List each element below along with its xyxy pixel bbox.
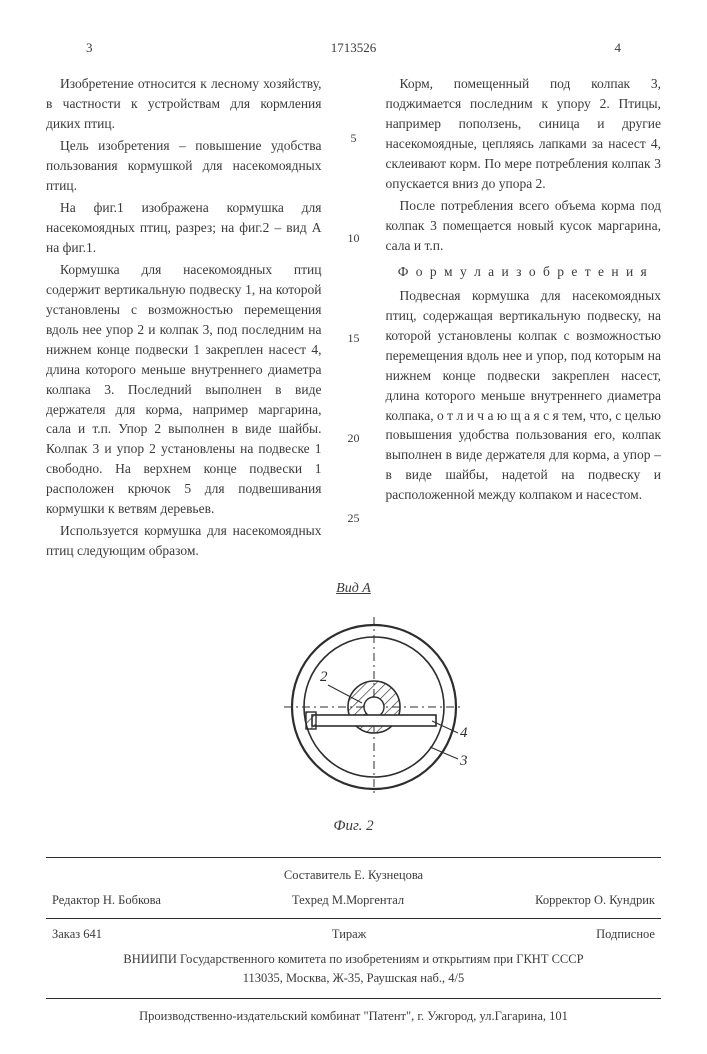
footer: Производственно-издательский комбинат "П… <box>46 1009 661 1024</box>
document-number: 1713526 <box>46 40 661 56</box>
line-number: 20 <box>344 430 364 448</box>
paragraph: После потребления всего объема корма под… <box>386 196 662 256</box>
page-number-right: 4 <box>615 40 622 56</box>
credits-corrector: Корректор О. Кундрик <box>535 893 655 908</box>
sign: Подписное <box>596 927 655 942</box>
column-right: Корм, помещенный под колпак 3, поджимает… <box>386 74 662 563</box>
paragraph: Цель изобретения – повышение удобства по… <box>46 136 322 196</box>
credits-tech: Техред М.Моргентал <box>292 893 404 908</box>
credits-composer: Составитель Е. Кузнецова <box>46 866 661 885</box>
paragraph: Кормушка для насекомоядных птиц содержит… <box>46 260 322 520</box>
figure-diagram: 2 4 3 <box>234 607 474 807</box>
figure-callout-2: 2 <box>320 669 328 685</box>
page: 3 4 1713526 Изобретение относится к лесн… <box>0 0 707 1054</box>
divider <box>46 998 661 999</box>
line-number: 5 <box>344 130 364 148</box>
claims-title: Ф о р м у л а и з о б р е т е н и я <box>386 262 662 282</box>
figure-callout-3: 3 <box>459 753 468 769</box>
credits-editor: Редактор Н. Бобкова <box>52 893 161 908</box>
line-number: 15 <box>344 330 364 348</box>
tirage: Тираж <box>332 927 366 942</box>
order-number: Заказ 641 <box>52 927 102 942</box>
org-name: ВНИИПИ Государственного комитета по изоб… <box>123 952 583 966</box>
paragraph: Подвесная кормушка для насекомоядных пти… <box>386 286 662 506</box>
credits-row: Редактор Н. Бобкова Техред М.Моргентал К… <box>46 893 661 908</box>
org-address: 113035, Москва, Ж-35, Раушская наб., 4/5 <box>243 971 464 985</box>
line-number: 10 <box>344 230 364 248</box>
figure-caption: Фиг. 2 <box>46 818 661 835</box>
text-columns: Изобретение относится к лесному хозяйств… <box>46 74 661 563</box>
paragraph: Корм, помещенный под колпак 3, поджимает… <box>386 74 662 194</box>
line-number-gutter: 5 10 15 20 25 <box>344 74 364 563</box>
figure-callout-4: 4 <box>460 725 468 741</box>
paragraph: Изобретение относится к лесному хозяйств… <box>46 74 322 134</box>
page-number-left: 3 <box>86 40 93 56</box>
column-left: Изобретение относится к лесному хозяйств… <box>46 74 322 563</box>
divider <box>46 857 661 858</box>
paragraph: Используется кормушка для насекомоядных … <box>46 521 322 561</box>
order-row: Заказ 641 Тираж Подписное <box>46 927 661 942</box>
org-line: ВНИИПИ Государственного комитета по изоб… <box>46 950 661 988</box>
figure-view-label: Вид А <box>46 581 661 597</box>
divider <box>46 918 661 919</box>
paragraph: На фиг.1 изображена кормушка для насеком… <box>46 198 322 258</box>
line-number: 25 <box>344 510 364 528</box>
figure-2: Вид А 2 4 3 Ф <box>46 581 661 835</box>
